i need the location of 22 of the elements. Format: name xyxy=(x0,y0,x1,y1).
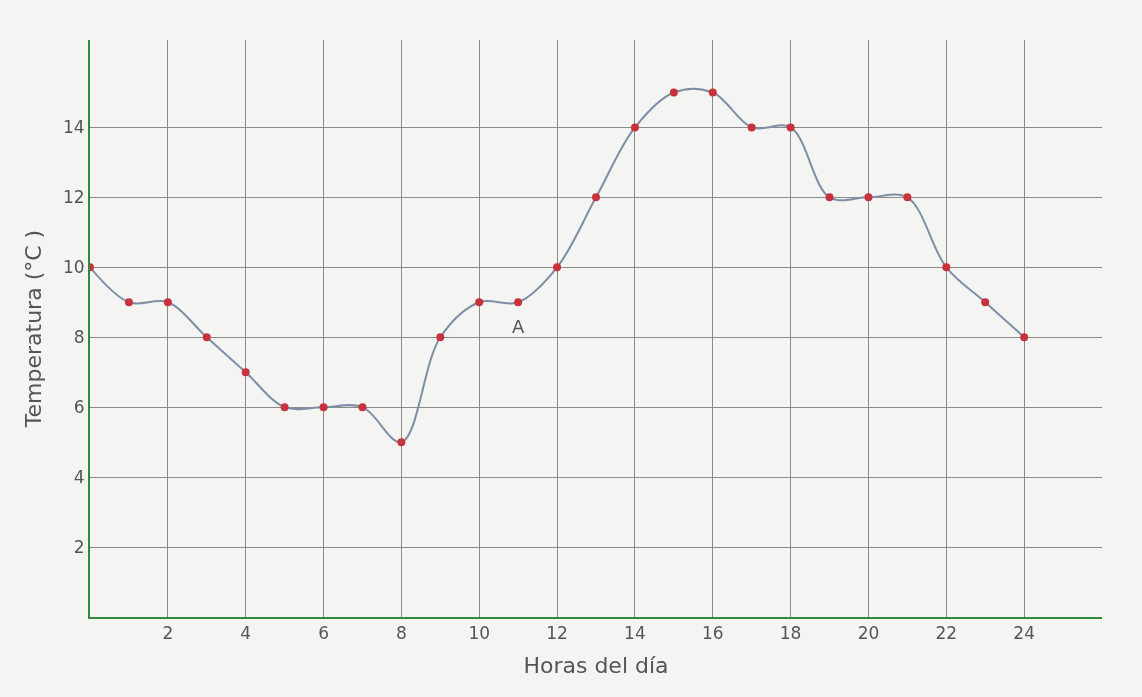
x-tick-label: 4 xyxy=(240,623,252,644)
y-tick-label: 10 xyxy=(62,257,85,278)
x-tick-label: 16 xyxy=(701,623,724,644)
x-tick-label: 2 xyxy=(162,623,174,644)
x-tick-label: 22 xyxy=(935,623,958,644)
y-axis-title: Temperatura (°C ) xyxy=(21,229,47,429)
y-tick-label: 2 xyxy=(73,537,85,558)
x-tick-label: 10 xyxy=(468,623,491,644)
x-tick-label: 24 xyxy=(1013,623,1035,644)
y-tick-label: 12 xyxy=(62,187,85,208)
annotation: A xyxy=(512,316,525,337)
x-tick-label: 8 xyxy=(395,623,407,644)
y-tick-label: 8 xyxy=(73,327,85,348)
x-tick-label: 12 xyxy=(546,623,568,644)
x-axis-title: Horas del día xyxy=(523,652,669,678)
y-tick-label: 4 xyxy=(73,467,85,488)
x-tick-label: 18 xyxy=(779,623,802,644)
y-tick-label: 14 xyxy=(62,117,85,138)
y-tick-label: 6 xyxy=(73,397,85,418)
x-tick-label: 6 xyxy=(318,623,329,644)
x-tick-label: 14 xyxy=(624,623,646,644)
x-tick-label: 20 xyxy=(857,623,880,644)
